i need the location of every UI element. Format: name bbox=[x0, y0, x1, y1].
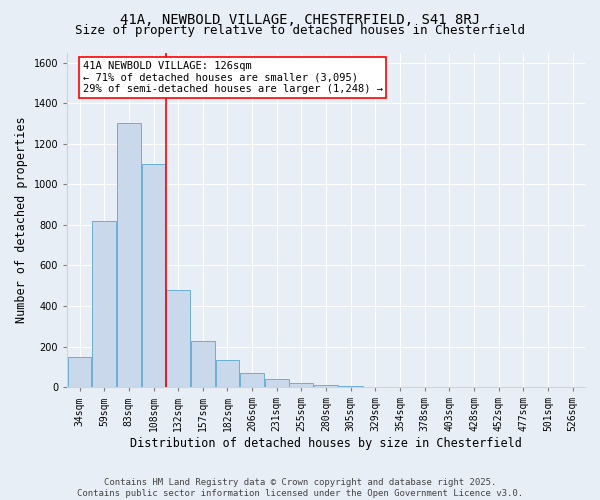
Bar bbox=[215, 360, 239, 387]
Bar bbox=[142, 164, 166, 387]
Bar bbox=[191, 340, 215, 387]
Bar bbox=[314, 384, 338, 387]
Text: 41A, NEWBOLD VILLAGE, CHESTERFIELD, S41 8RJ: 41A, NEWBOLD VILLAGE, CHESTERFIELD, S41 … bbox=[120, 12, 480, 26]
Bar bbox=[265, 379, 289, 387]
Y-axis label: Number of detached properties: Number of detached properties bbox=[15, 116, 28, 323]
Bar bbox=[68, 356, 91, 387]
X-axis label: Distribution of detached houses by size in Chesterfield: Distribution of detached houses by size … bbox=[130, 437, 522, 450]
Bar bbox=[289, 382, 313, 387]
Bar bbox=[339, 386, 363, 387]
Bar bbox=[364, 386, 388, 387]
Bar bbox=[92, 221, 116, 387]
Text: Contains HM Land Registry data © Crown copyright and database right 2025.
Contai: Contains HM Land Registry data © Crown c… bbox=[77, 478, 523, 498]
Bar bbox=[240, 373, 264, 387]
Bar bbox=[117, 124, 141, 387]
Text: 41A NEWBOLD VILLAGE: 126sqm
← 71% of detached houses are smaller (3,095)
29% of : 41A NEWBOLD VILLAGE: 126sqm ← 71% of det… bbox=[83, 61, 383, 94]
Text: Size of property relative to detached houses in Chesterfield: Size of property relative to detached ho… bbox=[75, 24, 525, 37]
Bar bbox=[166, 290, 190, 387]
